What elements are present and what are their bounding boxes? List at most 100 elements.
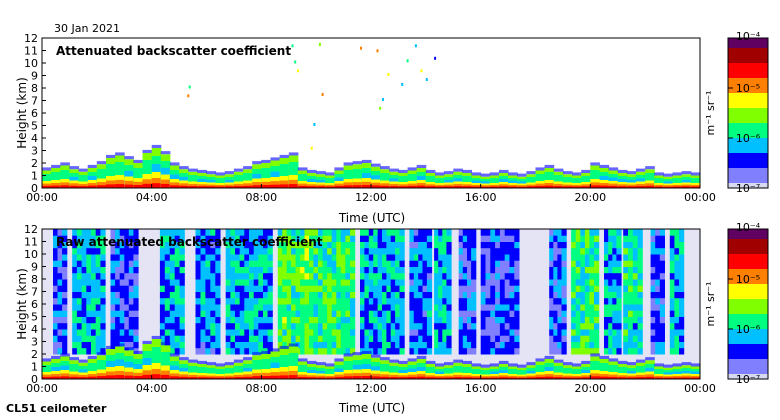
colorbar-segment (728, 135, 768, 139)
colorbar: 10⁻⁷ 10⁻⁶ 10⁻⁵ 10⁻⁴ m⁻¹ sr⁻¹ (704, 221, 769, 386)
colorbar-segment (728, 38, 768, 42)
colorbar-segment (728, 306, 768, 310)
colorbar-segment (728, 65, 768, 69)
colorbar-segment (728, 140, 768, 144)
colorbar-segment (728, 324, 768, 328)
colorbar-segment (728, 331, 768, 335)
colorbar-segment (728, 371, 768, 375)
colorbar-segment (728, 90, 768, 94)
y-tick-label: 7 (31, 286, 38, 299)
colorbar-segment (728, 239, 768, 243)
colorbar-segment (728, 246, 768, 250)
colorbar-segment (728, 83, 768, 87)
colorbar-segment (728, 301, 768, 305)
x-tick-label: 16:00 (465, 191, 497, 204)
colorbar-segment (728, 376, 768, 380)
colorbar-segment (728, 341, 768, 345)
heatmap-raw-backscatter (42, 229, 701, 380)
colorbar-segment (728, 231, 768, 235)
panel-title: Attenuated backscatter coefficient (56, 44, 291, 58)
colorbar-segment (728, 73, 768, 77)
colorbar-segment (728, 123, 768, 127)
x-tick-label: 12:00 (355, 382, 387, 395)
colorbar-segment (728, 173, 768, 177)
colorbar-segment (728, 158, 768, 162)
colorbar-segment (728, 244, 768, 248)
colorbar-segment (728, 264, 768, 268)
y-tick-label: 8 (31, 273, 38, 286)
colorbar-segment (728, 334, 768, 338)
colorbar-segment (728, 296, 768, 300)
colorbar-segment (728, 299, 768, 303)
colorbar-segment (728, 148, 768, 152)
colorbar-segment (728, 175, 768, 179)
y-axis-title: Height (km) (15, 268, 29, 339)
colorbar-segment (728, 100, 768, 104)
y-tick-label: 1 (31, 361, 38, 374)
y-tick-label: 3 (31, 145, 38, 158)
colorbar-segment (728, 281, 768, 285)
y-tick-label: 8 (31, 82, 38, 95)
x-tick-label: 00:00 (26, 382, 58, 395)
colorbar-segment (728, 150, 768, 154)
date-label: 30 Jan 2021 (54, 22, 120, 35)
x-tick-label: 20:00 (574, 382, 606, 395)
colorbar-segment (728, 269, 768, 273)
colorbar-segment (728, 75, 768, 79)
colorbar-tick-label: 10⁻⁷ (736, 373, 760, 386)
x-tick-label: 08:00 (245, 382, 277, 395)
colorbar-label: m⁻¹ sr⁻¹ (704, 282, 717, 327)
y-axis-title: Height (km) (15, 77, 29, 148)
y-tick-label: 5 (31, 120, 38, 133)
colorbar-segment (728, 95, 768, 99)
colorbar-segment (728, 70, 768, 74)
colorbar-segment (728, 50, 768, 54)
colorbar-segment (728, 43, 768, 47)
x-tick-label: 00:00 (26, 191, 58, 204)
colorbar-segment (728, 286, 768, 290)
y-tick-label: 5 (31, 311, 38, 324)
colorbar-segment (728, 78, 768, 82)
colorbar-segment (728, 254, 768, 258)
colorbar-segment (728, 88, 768, 92)
colorbar-label: m⁻¹ sr⁻¹ (704, 91, 717, 136)
y-tick-label: 4 (31, 132, 38, 145)
colorbar-segment (728, 55, 768, 59)
colorbar-segment (728, 314, 768, 318)
colorbar-segment (728, 113, 768, 117)
y-tick-label: 9 (31, 70, 38, 83)
x-tick-label: 20:00 (574, 191, 606, 204)
colorbar-segment (728, 53, 768, 57)
colorbar-segment (728, 128, 768, 132)
colorbar-segment (728, 115, 768, 119)
colorbar-segment (728, 374, 768, 378)
panel-title: Raw attenuated backscatter coefficient (56, 235, 323, 249)
y-tick-label: 6 (31, 298, 38, 311)
colorbar-segment (728, 170, 768, 174)
colorbar-segment (728, 361, 768, 365)
colorbar-segment (728, 125, 768, 129)
colorbar-segment (728, 236, 768, 240)
x-tick-label: 04:00 (136, 191, 168, 204)
colorbar-segment (728, 276, 768, 280)
colorbar-segment (728, 120, 768, 124)
colorbar-segment (728, 321, 768, 325)
colorbar-segment (728, 68, 768, 72)
x-axis-title: Time (UTC) (338, 211, 405, 225)
y-tick-label: 4 (31, 323, 38, 336)
colorbar-segment (728, 118, 768, 122)
colorbar-segment (728, 366, 768, 370)
colorbar-segment (728, 145, 768, 149)
colorbar-tick-label: 10⁻⁶ (736, 132, 761, 145)
x-tick-label: 00:00 (684, 382, 716, 395)
colorbar-segment (728, 110, 768, 114)
heatmap-attenuated-backscatter (42, 43, 701, 189)
colorbar-segment (728, 183, 768, 187)
colorbar-segment (728, 349, 768, 353)
colorbar-segment (728, 93, 768, 97)
y-tick-label: 12 (24, 223, 38, 236)
colorbar-frame (727, 37, 769, 189)
colorbar-segment (728, 284, 768, 288)
x-tick-label: 04:00 (136, 382, 168, 395)
y-tick-label: 0 (31, 182, 38, 195)
